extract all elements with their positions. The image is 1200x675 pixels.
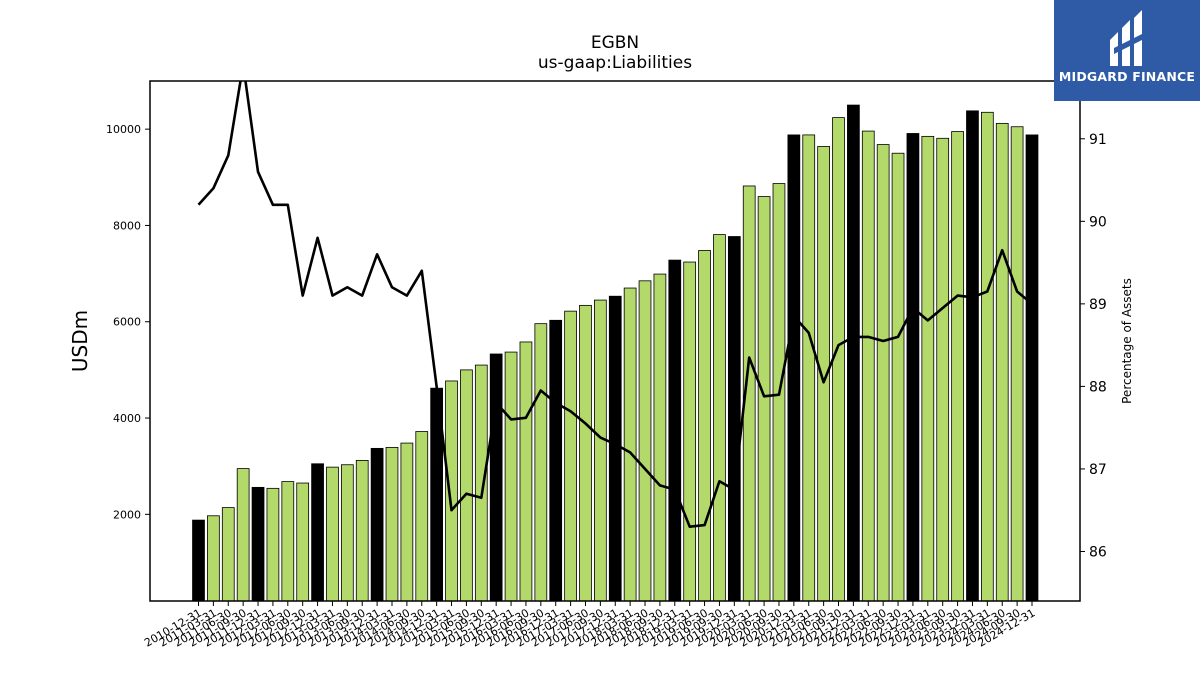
bar (936, 137, 950, 602)
y2-tick-label: 88 (1089, 379, 1107, 395)
bar (504, 351, 518, 602)
bar (355, 460, 369, 602)
bar (683, 261, 697, 602)
bar (385, 447, 399, 602)
bar (980, 111, 994, 602)
y2-tick-label: 89 (1089, 297, 1107, 313)
bar (207, 515, 220, 602)
bar (1010, 126, 1024, 602)
bar (326, 466, 339, 602)
bar (757, 196, 771, 602)
bar (623, 287, 637, 602)
y-tick-label: 10000 (106, 123, 141, 136)
bar (653, 273, 667, 602)
y2-tick-label: 91 (1089, 132, 1107, 148)
bar (921, 135, 935, 602)
midgard-logo-icon (1110, 10, 1142, 66)
y-tick-label: 6000 (113, 316, 141, 329)
bar (579, 304, 592, 602)
bar (549, 319, 563, 602)
bar (460, 369, 473, 602)
y-tick-label: 8000 (113, 219, 141, 232)
bar (489, 353, 503, 602)
bar (251, 486, 265, 602)
bar (281, 481, 295, 602)
bar (638, 280, 652, 602)
chart-title: EGBN (591, 33, 639, 53)
y-tick-label: 2000 (113, 508, 141, 521)
logo-text: MIDGARD FINANCE (1058, 69, 1196, 84)
y2-tick-label: 87 (1089, 462, 1107, 478)
bar (534, 323, 548, 602)
bar (415, 431, 429, 602)
y2-axis-label: Percentage of Assets (1120, 278, 1134, 404)
bar (832, 117, 845, 602)
bar (564, 310, 577, 602)
bar (802, 134, 816, 602)
bar (668, 259, 682, 602)
bar (727, 236, 741, 602)
chart-subtitle: us-gaap:Liabilities (538, 53, 692, 73)
bar (400, 442, 414, 602)
bar (221, 507, 235, 602)
bar (340, 464, 354, 602)
bar (608, 295, 622, 602)
percentage-line (197, 81, 1033, 529)
bar (966, 110, 979, 602)
y-axis-label: USDm (68, 310, 92, 372)
y-tick-label: 4000 (113, 412, 141, 425)
y2-tick-label: 86 (1089, 544, 1107, 560)
bar (192, 519, 205, 602)
bar (713, 234, 726, 602)
bar (906, 133, 920, 602)
bar (847, 104, 860, 602)
bar (296, 482, 310, 602)
bar (370, 447, 384, 602)
bar (891, 152, 905, 602)
bar (236, 468, 250, 602)
bar (861, 130, 875, 602)
bar (876, 144, 890, 602)
bar (474, 364, 488, 602)
bar (1025, 134, 1039, 602)
logo: MIDGARD FINANCE (1054, 0, 1200, 101)
bar (266, 487, 280, 602)
bar (787, 134, 801, 602)
bar (698, 250, 711, 602)
bar (995, 122, 1009, 602)
bar (519, 341, 533, 602)
bar (311, 463, 324, 602)
bar (445, 380, 458, 602)
bar (951, 131, 964, 602)
y2-tick-label: 90 (1089, 214, 1107, 230)
bar (594, 299, 607, 602)
